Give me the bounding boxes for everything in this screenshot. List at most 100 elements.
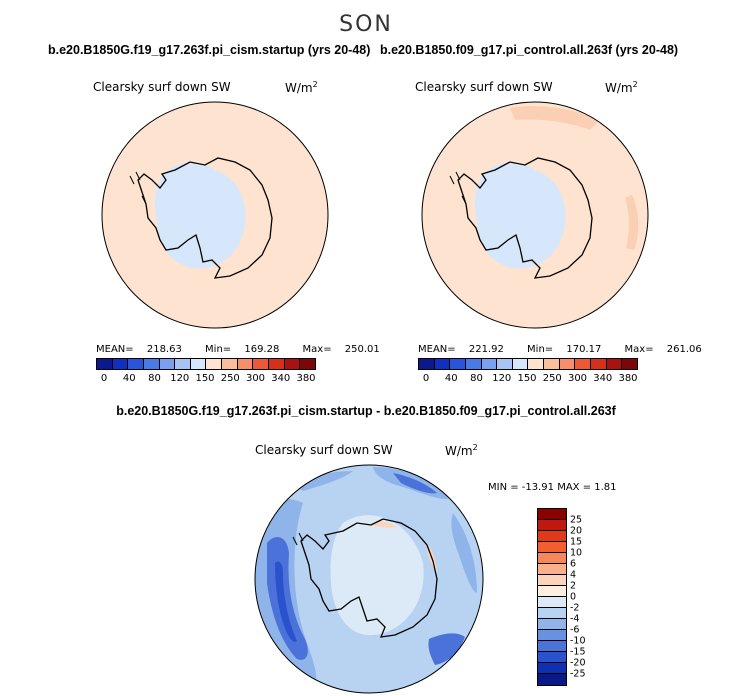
diff-colorbar-tick-label: -10 (570, 635, 586, 647)
colorbar-swatch (434, 359, 451, 369)
diff-colorbar-tick-label: -25 (570, 668, 586, 680)
colorbar-swatch (450, 359, 466, 369)
diff-colorbar-tick-label: 2 (570, 580, 577, 592)
colorbar-swatch (559, 359, 576, 369)
diff-colorbar-tick-label: -6 (570, 624, 580, 636)
diff-colorbar-swatch (538, 630, 566, 641)
colorbar-swatch (300, 359, 315, 369)
diff-colorbar-tick-label: 20 (570, 525, 583, 537)
diff-units-label: W/m2 (445, 443, 478, 458)
colorbar-tick-label: 340 (593, 373, 613, 384)
colorbar-swatch (497, 359, 513, 369)
diff-colorbar-tick-label: -4 (570, 613, 580, 625)
left-case-title: b.e20.B1850G.f19_g17.263f.pi_cism.startu… (48, 43, 371, 57)
right-stats: MEAN= 221.92 Min= 170.17 Max= 261.06 (418, 344, 702, 355)
right-variable-label: Clearsky surf down SW (415, 80, 553, 94)
left-map (101, 101, 329, 329)
colorbar-swatch (481, 359, 498, 369)
left-colorbar (96, 358, 316, 370)
right-case-title: b.e20.B1850.f09_g17.pi_control.all.263f … (380, 43, 679, 57)
left-colorbar-ticks: 0 40 80 120 150 250 300 340 380 (96, 373, 316, 387)
colorbar-swatch (622, 359, 637, 369)
diff-map-lower-west (275, 561, 297, 642)
right-map-low-region (474, 162, 566, 269)
colorbar-swatch (237, 359, 254, 369)
diff-colorbar-swatch (538, 652, 566, 663)
diff-colorbar-swatch (538, 597, 566, 608)
diff-colorbar-tick-label: 4 (570, 569, 577, 581)
colorbar-tick-label: 40 (444, 373, 458, 384)
diff-colorbar-tick-label: 0 (570, 591, 577, 603)
diff-colorbar-swatch (538, 674, 566, 685)
colorbar-tick-label: 250 (542, 373, 562, 384)
colorbar-tick-label: 120 (170, 373, 190, 384)
colorbar-swatch (512, 359, 529, 369)
diff-colorbar (537, 508, 567, 686)
colorbar-tick-label: 300 (567, 373, 588, 384)
colorbar-swatch (128, 359, 144, 369)
colorbar-tick-label: 0 (422, 373, 430, 384)
colorbar-tick-label: 300 (245, 373, 266, 384)
colorbar-tick-label: 40 (122, 373, 136, 384)
colorbar-swatch (528, 359, 545, 369)
colorbar-tick-label: 0 (100, 373, 108, 384)
diff-colorbar-tick-label: -15 (570, 646, 586, 658)
diff-colorbar-tick-label: -20 (570, 657, 586, 669)
colorbar-swatch (190, 359, 207, 369)
colorbar-swatch (253, 359, 270, 369)
diff-colorbar-swatch (538, 619, 566, 630)
right-map-coastline (457, 157, 593, 279)
diff-colorbar-swatch (538, 553, 566, 564)
colorbar-tick-label: 380 (296, 373, 316, 384)
diff-map-border (254, 464, 484, 694)
diff-title: b.e20.B1850G.f19_g17.263f.pi_cism.startu… (116, 404, 616, 418)
right-units-label: W/m2 (605, 80, 638, 95)
diff-variable-label: Clearsky surf down SW (255, 443, 393, 457)
diff-colorbar-swatch (538, 608, 566, 619)
colorbar-swatch (465, 359, 482, 369)
right-map-border (421, 101, 649, 329)
colorbar-tick-label: 80 (148, 373, 161, 384)
left-map-border (101, 101, 329, 329)
right-map-high-band-east (625, 195, 639, 250)
diff-colorbar-swatch (538, 586, 566, 597)
diff-colorbar-tick-label: 10 (570, 547, 583, 559)
diff-colorbar-tick-label: 15 (570, 536, 583, 548)
colorbar-swatch (591, 359, 607, 369)
diff-map-pale-interior (330, 515, 424, 636)
diff-colorbar-tick-label: 25 (570, 514, 583, 526)
diff-colorbar-swatch (538, 531, 566, 542)
left-variable-label: Clearsky surf down SW (93, 80, 231, 94)
diff-colorbar-tick-label: -2 (570, 602, 580, 614)
colorbar-swatch (575, 359, 592, 369)
colorbar-swatch (269, 359, 285, 369)
colorbar-swatch (222, 359, 238, 369)
left-map-coastline (137, 157, 273, 279)
diff-colorbar-swatch (538, 575, 566, 586)
colorbar-swatch (143, 359, 160, 369)
colorbar-swatch (206, 359, 223, 369)
right-colorbar-ticks: 0 40 80 120 150 250 300 340 380 (418, 373, 638, 387)
colorbar-swatch (606, 359, 623, 369)
colorbar-tick-label: 80 (470, 373, 483, 384)
diff-map (254, 464, 484, 694)
right-map (421, 101, 649, 329)
diff-map-low-southeast (428, 633, 465, 665)
diff-map-coastline (300, 518, 438, 638)
season-title: SON (339, 12, 393, 37)
colorbar-swatch (112, 359, 129, 369)
colorbar-tick-label: 380 (618, 373, 638, 384)
diff-colorbar-tick-label: 6 (570, 558, 577, 570)
colorbar-tick-label: 340 (271, 373, 291, 384)
colorbar-tick-label: 120 (492, 373, 512, 384)
left-stats: MEAN= 218.63 Min= 169.28 Max= 250.01 (96, 344, 380, 355)
left-units-label: W/m2 (285, 80, 318, 95)
diff-map-warm-north (371, 521, 397, 528)
left-map-low-region (154, 162, 246, 269)
diff-colorbar-swatch (538, 663, 566, 674)
diff-minmax: MIN = -13.91 MAX = 1.81 (488, 482, 617, 493)
diff-colorbar-swatch (538, 564, 566, 575)
diff-colorbar-swatch (538, 520, 566, 531)
diff-colorbar-swatch (538, 509, 566, 520)
diff-colorbar-swatch (538, 641, 566, 652)
